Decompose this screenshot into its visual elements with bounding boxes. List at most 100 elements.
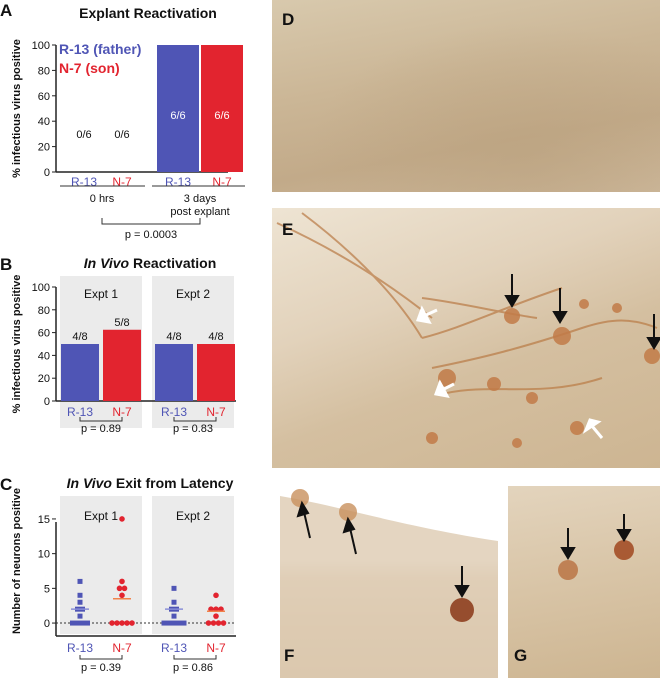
- chart-c-point-circle: [109, 620, 115, 626]
- chart-b-ytick-label: 40: [38, 350, 50, 362]
- chart-c-point-square: [161, 620, 167, 626]
- chart-b-xtick-label: R-13: [67, 405, 93, 419]
- chart-c-p-bracket: [173, 655, 217, 660]
- chart-c-p-value: p = 0.86: [173, 662, 213, 674]
- chart-b-p-value: p = 0.83: [173, 423, 213, 435]
- chart-a-ytick-label: 40: [38, 116, 50, 128]
- chart-b-xtick-label: R-13: [161, 405, 187, 419]
- chart-c-point-circle: [210, 620, 217, 626]
- chart-c-experiment-label: Expt 2: [176, 509, 210, 523]
- chart-c-xtick-label: N-7: [112, 641, 132, 655]
- chart-a-bar-label: 6/6: [214, 110, 229, 122]
- panel-label-f: F: [284, 646, 295, 665]
- panel-label-b: B: [0, 255, 12, 274]
- chart-a-ytick-label: 20: [38, 142, 50, 154]
- chart-b-bar: [61, 344, 99, 401]
- panel-b-chart: B In Vivo Reactivation % infectious virus …: [0, 255, 236, 435]
- chart-c-xtick-label: R-13: [161, 641, 187, 655]
- panel-label-d: D: [282, 10, 295, 29]
- chart-c-point-circle: [213, 592, 219, 599]
- photo-panel-e: E: [272, 208, 660, 468]
- photo-panel-d: D: [272, 0, 660, 192]
- chart-c-title-rest: Exit from Latency: [112, 475, 234, 491]
- chart-c-experiment-box: [60, 496, 142, 634]
- chart-c-point-circle: [119, 516, 125, 522]
- chart-c-point-circle: [129, 620, 135, 626]
- chart-a-p-value: p = 0.0003: [125, 229, 177, 241]
- chart-a-group-label: 3 days: [184, 193, 217, 205]
- chart-a-bar-label: 0/6: [76, 129, 91, 141]
- chart-c-point-square: [77, 599, 83, 605]
- panel-label-c: C: [0, 475, 12, 494]
- chart-c-ytick-label: 15: [38, 514, 50, 526]
- chart-a-bar: [157, 45, 199, 172]
- chart-b-bar: [155, 344, 193, 401]
- panel-label-g: G: [514, 646, 528, 665]
- chart-b-ytick-label: 0: [44, 396, 50, 408]
- chart-c-point-square: [181, 620, 187, 626]
- chart-c-point-square: [77, 578, 83, 584]
- chart-b-p-value: p = 0.89: [81, 423, 121, 435]
- chart-c-point-square: [85, 620, 90, 626]
- chart-c-point-square: [80, 620, 85, 626]
- chart-b-bar-label: 4/8: [166, 331, 181, 343]
- tissue-staining-g: [558, 514, 634, 580]
- chart-b-ytick-label: 20: [38, 373, 50, 385]
- chart-c-ylabel: Number of neurons positive: [11, 488, 23, 634]
- chart-a-ytick-label: 100: [32, 40, 50, 52]
- panel-label-e: E: [282, 220, 294, 239]
- chart-b-title-rest: Reactivation: [129, 255, 216, 271]
- chart-c-point-circle: [215, 620, 222, 626]
- chart-a-group-label: 0 hrs: [90, 193, 115, 205]
- chart-b-title-italic: In Vivo: [84, 255, 130, 271]
- chart-a-xtick-label: N-7: [212, 175, 232, 189]
- photo-panel-f: F: [280, 486, 498, 678]
- chart-c-xtick-label: R-13: [67, 641, 93, 655]
- chart-c-xtick-label: N-7: [206, 641, 226, 655]
- chart-b-bar-label: 4/8: [72, 331, 87, 343]
- chart-b-p-bracket: [79, 417, 123, 422]
- chart-c-point-square: [176, 620, 182, 626]
- chart-a-ytick-label: 80: [38, 65, 50, 77]
- chart-c-point-square: [70, 620, 75, 626]
- chart-a-xtick-label: R-13: [165, 175, 191, 189]
- tissue-staining-f: [280, 489, 498, 678]
- chart-a-group-label: post explant: [170, 206, 229, 218]
- chart-a-bar-label: 6/6: [170, 110, 185, 122]
- chart-figure: A Explant Reactivation % infectious virus …: [0, 1, 245, 674]
- chart-b-bar-label: 5/8: [114, 317, 129, 329]
- chart-c-point-square: [77, 592, 83, 598]
- photo-panel-g: G: [508, 486, 660, 678]
- chart-c-point-square: [171, 599, 177, 605]
- tissue-staining-e: [276, 212, 660, 448]
- chart-a-xtick-label: N-7: [112, 175, 132, 189]
- chart-c-point-circle: [119, 592, 125, 599]
- chart-c-point-square: [166, 620, 172, 626]
- chart-c-point-square: [77, 613, 83, 619]
- chart-c-p-value: p = 0.39: [81, 662, 121, 674]
- chart-b-title: In Vivo Reactivation: [84, 255, 217, 271]
- chart-c-point-circle: [116, 585, 123, 592]
- chart-c-point-circle: [119, 620, 125, 626]
- chart-c-point-circle: [124, 620, 130, 626]
- chart-b-experiment-label: Expt 1: [84, 287, 118, 301]
- chart-b-bar: [197, 344, 235, 401]
- chart-a-p-bracket: [101, 218, 201, 225]
- panel-label-a: A: [0, 1, 12, 20]
- chart-c-point-circle: [119, 578, 125, 585]
- chart-c-ytick-label: 5: [44, 583, 50, 595]
- chart-a-legend-entry: N-7 (son): [59, 60, 120, 76]
- chart-c-ytick-label: 10: [38, 549, 50, 561]
- chart-c-point-square: [75, 620, 80, 626]
- panel-a-chart: A Explant Reactivation % infectious virus …: [0, 1, 245, 241]
- chart-b-xtick-label: N-7: [206, 405, 226, 419]
- chart-c-point-circle: [213, 613, 219, 619]
- chart-b-ytick-label: 100: [32, 282, 50, 294]
- chart-c-point-circle: [114, 620, 120, 626]
- chart-a-xtick-label: R-13: [71, 175, 97, 189]
- chart-a-ylabel: % infectious virus positive: [11, 39, 23, 178]
- chart-b-ylabel: % infectious virus positive: [11, 275, 23, 414]
- chart-c-point-circle: [121, 585, 128, 592]
- chart-c-experiment-label: Expt 1: [84, 509, 118, 523]
- chart-a-ytick-label: 0: [44, 167, 50, 179]
